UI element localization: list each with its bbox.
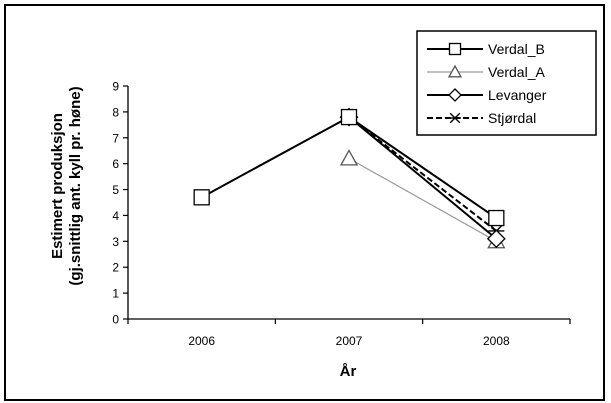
y-tick-label: 2	[112, 261, 119, 275]
data-point-verdal_a	[339, 149, 359, 166]
x-tick-label: 2008	[483, 334, 510, 348]
legend: Verdal_B Verdal_A Levanger Stjørdal	[416, 30, 597, 136]
series-line-stjørdal	[348, 116, 497, 232]
y-tick-label: 7	[112, 131, 119, 145]
axes	[127, 86, 570, 320]
legend-label-verdal_a: Verdal_A	[488, 64, 545, 80]
y-axis-ticks: 0 1 2 3 4 5 6 7 8 9	[112, 80, 128, 327]
x-tick-label: 2006	[188, 334, 215, 348]
series-line-verdal_a	[348, 157, 497, 242]
series-markers	[193, 107, 506, 249]
y-tick-label: 3	[112, 235, 119, 249]
x-axis-ticks: 2006 2007 2008	[127, 319, 571, 348]
legend-marker-verdal_a	[447, 64, 463, 78]
data-point-verdal_b	[340, 108, 358, 126]
legend-marker-verdal_b	[448, 42, 462, 56]
y-tick-label: 5	[112, 183, 119, 197]
x-tick-label: 2007	[336, 334, 363, 348]
legend-label-verdal_b: Verdal_B	[488, 41, 545, 57]
y-tick-label: 8	[112, 105, 119, 119]
y-axis-title-line-1: Estimert produksjon	[49, 113, 66, 259]
x-axis-title: År	[340, 363, 357, 380]
chart-frame: 0 1 2 3 4 5 6 7 8 9 2006 2007 2008 Estimert produks…	[4, 4, 605, 401]
y-axis-title-line-2: (gj.snittlig ant. kyll pr. høne)	[67, 86, 84, 285]
legend-label-stjørdal: Stjørdal	[488, 110, 536, 126]
series-line-levanger	[348, 116, 497, 240]
y-tick-label: 1	[112, 287, 119, 301]
y-tick-label: 0	[112, 313, 119, 327]
y-tick-label: 4	[112, 209, 119, 223]
legend-marker-stjørdal	[449, 112, 461, 124]
y-tick-label: 9	[112, 80, 119, 94]
data-point-verdal_b	[193, 189, 210, 206]
data-point-verdal_b	[488, 209, 505, 227]
line-chart: 0 1 2 3 4 5 6 7 8 9 2006 2007 2008 Estimert produks…	[49, 30, 597, 380]
legend-marker-levanger	[448, 88, 462, 102]
legend-label-levanger: Levanger	[488, 87, 547, 103]
data-point-levanger	[486, 229, 506, 249]
y-tick-label: 6	[112, 157, 119, 171]
